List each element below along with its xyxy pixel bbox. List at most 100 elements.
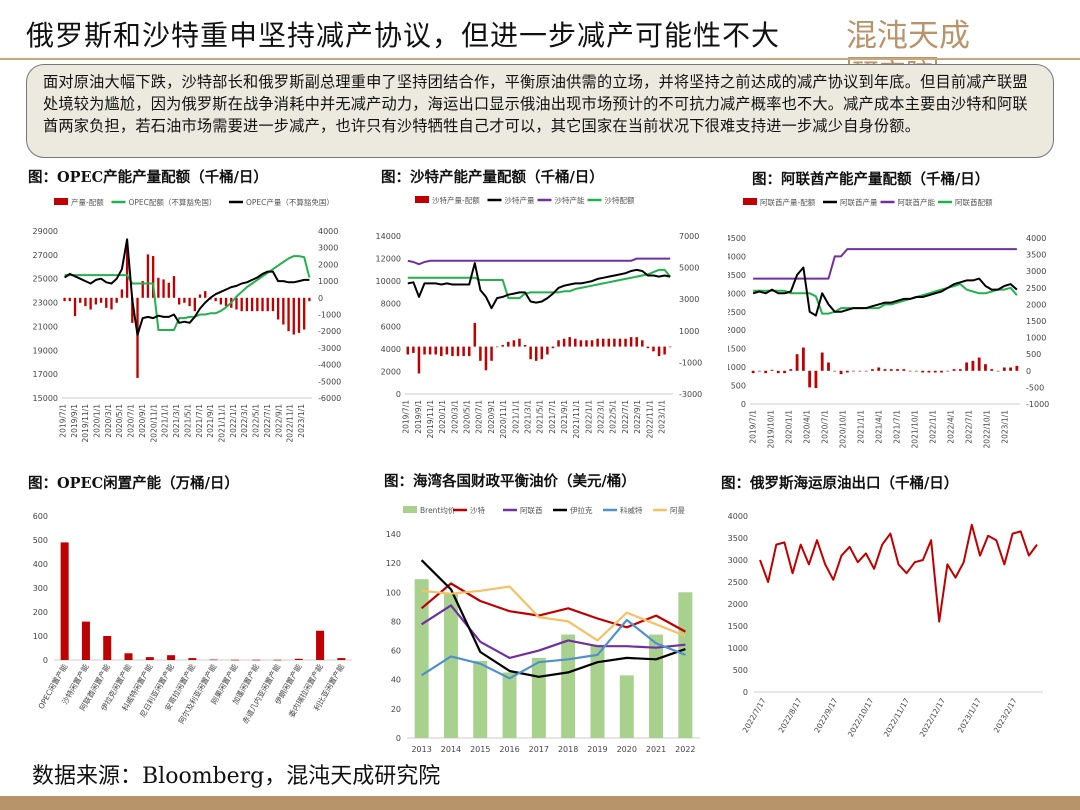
data-source: 数据来源：Bloomberg，混沌天成研究院 <box>32 764 441 789</box>
bar-mark <box>933 370 937 373</box>
bar-mark <box>613 338 616 347</box>
bar-mark <box>110 297 113 310</box>
x-tick-label: 2021/7/1 <box>892 410 901 444</box>
x-tick-label: 2020/5/1 <box>115 404 124 438</box>
bar-mark <box>235 297 238 310</box>
bar-mark <box>167 655 176 660</box>
x-tick-label: 2020/3/1 <box>104 404 113 438</box>
bar-mark <box>94 297 98 305</box>
bar-mark <box>902 369 906 371</box>
x-tick-label: 2021/4/1 <box>874 410 883 444</box>
legend-label: 沙特 <box>470 505 485 515</box>
y-tick-label: 1500 <box>728 622 748 631</box>
y-tick-label: 21000 <box>33 322 58 331</box>
y2-tick-label: -1000 <box>318 311 341 320</box>
bar-mark <box>308 297 311 302</box>
bar-mark <box>84 297 87 307</box>
y-tick-label: 1500 <box>728 345 746 354</box>
series-line <box>753 283 1018 315</box>
y-tick-label: 500 <box>33 536 48 545</box>
y-tick-label: 120 <box>386 559 401 568</box>
logo-char: 成 <box>939 18 970 54</box>
bar-mark <box>178 297 181 305</box>
legend-label: 阿联酋产量 <box>840 197 878 207</box>
bar-mark <box>546 346 549 355</box>
bar-mark <box>495 346 499 348</box>
bar-mark <box>877 367 881 371</box>
x-tick-label: 2022/9/17 <box>812 696 839 734</box>
bar-mark <box>423 346 426 355</box>
chart-uae: 阿联酋产量-配额 阿联酋产量 阿联酋产能 阿联酋配额 0 500 1000 1500 2000 2… <box>728 188 1058 460</box>
series-line <box>407 257 671 266</box>
x-tick-label: 2020/7/1 <box>475 400 484 434</box>
bar-mark <box>490 346 493 361</box>
bar-mark <box>518 338 521 347</box>
logo-char: 混 <box>846 18 877 54</box>
bar-mark <box>758 370 761 372</box>
bar-mark <box>124 653 133 660</box>
bar-mark <box>540 346 544 360</box>
bar-mark <box>261 297 264 312</box>
bar-mark <box>479 346 482 361</box>
y2-tick-label: 4000 <box>318 227 338 236</box>
bar-mark <box>531 657 546 738</box>
bar-mark <box>635 337 638 347</box>
bar-mark <box>845 370 849 373</box>
bar-mark <box>484 346 488 371</box>
y-tick-label: 80 <box>391 617 401 626</box>
logo-char: 沌 <box>877 18 908 54</box>
series-line <box>420 559 686 678</box>
legend-label: 产量-配额 <box>71 197 104 207</box>
bar-mark <box>417 346 421 374</box>
x-tick-label: 2022/7/17 <box>741 696 768 734</box>
y-tick-label: 60 <box>391 647 401 656</box>
y-tick-label: 2000 <box>728 600 748 609</box>
bar-mark <box>871 369 874 371</box>
y-tick-label: 12000 <box>376 255 401 264</box>
legend-label: 沙特产量 <box>505 195 535 205</box>
bar-mark <box>646 346 650 349</box>
bar-mark <box>467 346 471 357</box>
y2-tick-label: -4000 <box>318 361 341 370</box>
x-tick-label: 2020/5/1 <box>463 400 472 434</box>
y-tick-label: 3000 <box>728 556 748 565</box>
bar-mark <box>629 337 633 347</box>
bar-mark <box>406 346 410 355</box>
bar-mark <box>151 256 155 298</box>
y-tick-label: 6000 <box>381 322 401 331</box>
bar-mark <box>858 370 862 372</box>
bar-mark <box>551 346 555 349</box>
bar-mark <box>562 338 566 347</box>
bar-mark <box>1009 367 1012 371</box>
bar-mark <box>990 369 994 371</box>
bar-mark <box>434 346 437 355</box>
bar-mark <box>795 354 799 371</box>
bar-mark <box>473 660 488 738</box>
y2-tick-label: -500 <box>1026 383 1044 392</box>
x-tick-label: 2022/10/17 <box>846 696 876 738</box>
bar-mark <box>172 276 176 298</box>
x-tick-label: 2022/4/1 <box>946 410 955 444</box>
x-tick-label: 2017 <box>529 745 549 754</box>
x-tick-label: 2021 <box>646 745 666 754</box>
bar-mark <box>523 345 527 347</box>
bar-mark <box>921 370 925 373</box>
x-tick-label: 2020/4/1 <box>802 410 811 444</box>
x-tick-label: 2021/11/1 <box>218 404 227 443</box>
bar-mark <box>193 297 196 312</box>
bar-mark <box>73 297 77 317</box>
y-tick-label: 2500 <box>728 308 746 317</box>
y-tick-label: 4000 <box>728 252 746 261</box>
y-tick-label: 10000 <box>376 277 401 286</box>
x-tick-label: 2020/11/1 <box>499 400 508 439</box>
bar-mark <box>971 360 975 371</box>
bar-mark <box>337 658 346 660</box>
bar-mark <box>252 659 261 661</box>
x-tick-label: 2021/7/1 <box>548 400 557 434</box>
series-line <box>407 262 671 310</box>
x-tick-label: 2013 <box>411 745 431 754</box>
y2-tick-label: 3500 <box>1026 251 1046 260</box>
chart-saudi: 沙特产量-配额 沙特产量 沙特产能 沙特配额 0 2000 4000 6000 8000 1000… <box>375 188 725 460</box>
bar-mark <box>209 659 218 661</box>
bar-mark <box>266 297 269 312</box>
